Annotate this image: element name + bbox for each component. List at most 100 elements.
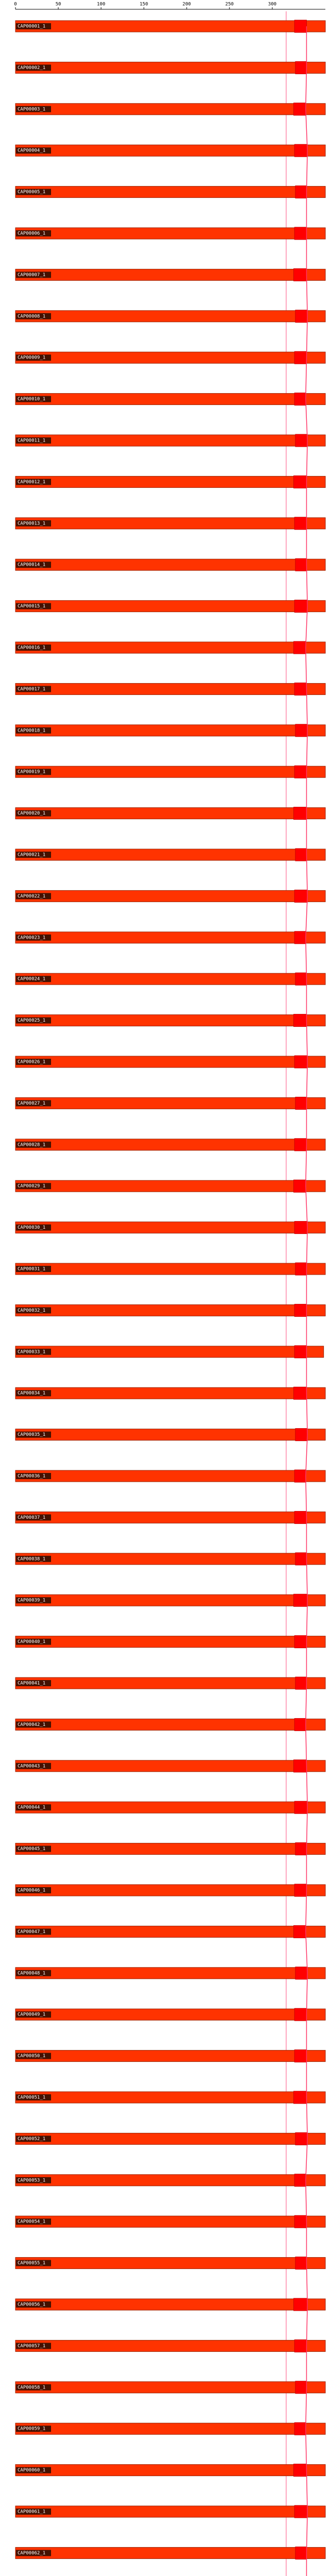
sequence-bar xyxy=(15,1346,324,1358)
sequence-label: CAP00006_1 xyxy=(18,231,45,236)
domain-box xyxy=(293,1179,306,1193)
sequence-label: CAP00011_1 xyxy=(18,438,45,444)
sequence-label: CAP00039_1 xyxy=(18,1598,45,1603)
sequence-bar xyxy=(15,1222,326,1234)
sequence-label: CAP00050_1 xyxy=(18,2054,45,2059)
domain-box xyxy=(293,1925,306,1938)
label-box xyxy=(16,1100,51,1107)
sequence-bar xyxy=(15,1429,326,1441)
sequence-label: CAP00038_1 xyxy=(18,1556,45,1562)
label-box xyxy=(16,645,51,651)
sequence-label: CAP00058_1 xyxy=(18,2385,45,2390)
label-box xyxy=(16,2260,51,2266)
domain-box xyxy=(294,682,307,696)
label-box xyxy=(16,2426,51,2432)
sequence-bar xyxy=(15,766,326,778)
domain-box xyxy=(294,1303,307,1317)
label-box xyxy=(16,1059,51,1065)
label-box xyxy=(16,1970,51,1976)
sequence-bar xyxy=(15,227,326,240)
domain-box xyxy=(295,1552,307,1566)
label-box xyxy=(16,603,51,609)
domain-box xyxy=(295,1967,308,1980)
label-box xyxy=(16,2384,51,2391)
domain-box xyxy=(293,103,306,116)
domain-box xyxy=(293,807,307,820)
domain-box xyxy=(295,434,308,447)
label-box xyxy=(16,1390,51,1397)
label-box xyxy=(16,810,51,817)
domain-box xyxy=(294,2215,307,2228)
label-box xyxy=(16,1473,51,1479)
label-box xyxy=(16,769,51,775)
sequence-bar xyxy=(15,1139,326,1151)
sequence-label: CAP00059_1 xyxy=(18,2427,45,2432)
sequence-label: CAP00007_1 xyxy=(18,273,45,278)
label-box xyxy=(16,1804,51,1811)
ruler-label: 250 xyxy=(225,2,234,7)
sequence-label: CAP00035_1 xyxy=(18,1432,45,1437)
sequence-bar xyxy=(15,2257,326,2269)
sequence-bar xyxy=(15,1677,326,1689)
sequence-bar xyxy=(15,2091,326,2104)
domain-link xyxy=(305,26,308,2576)
sequence-bar xyxy=(15,600,326,613)
label-box xyxy=(16,686,51,692)
sequence-label: CAP00042_1 xyxy=(18,1722,45,1727)
label-box xyxy=(16,1721,51,1728)
sequence-label: CAP00013_1 xyxy=(18,521,45,526)
label-box xyxy=(16,1266,51,1272)
sequence-label: CAP00021_1 xyxy=(18,853,45,858)
ruler-label: 0 xyxy=(14,2,16,7)
sequence-label: CAP00018_1 xyxy=(18,728,45,733)
sequence-bar xyxy=(15,2505,326,2518)
ruler-label: 200 xyxy=(183,2,191,7)
sequence-label: CAP00025_1 xyxy=(18,1018,45,1023)
sequence-label: CAP00036_1 xyxy=(18,1474,45,1479)
domain-box xyxy=(294,2339,307,2352)
label-box xyxy=(16,1431,51,1438)
sequence-label: CAP00014_1 xyxy=(18,563,45,568)
sequence-label: CAP00012_1 xyxy=(18,480,45,485)
sequence-label: CAP00023_1 xyxy=(18,935,45,940)
label-box xyxy=(16,934,51,941)
label-box xyxy=(16,189,51,195)
domain-box xyxy=(294,1055,308,1069)
sequence-label: CAP00031_1 xyxy=(18,1267,45,1272)
domain-box xyxy=(294,2422,306,2435)
sequence-bar xyxy=(15,2174,326,2187)
domain-box xyxy=(294,1345,307,1359)
sequence-bar xyxy=(15,20,326,32)
label-box xyxy=(16,1307,51,1314)
label-box xyxy=(16,106,51,112)
sequence-label: CAP00024_1 xyxy=(18,977,45,982)
label-box xyxy=(16,396,51,402)
sequence-bar xyxy=(15,1760,326,1772)
domain-box xyxy=(293,475,307,488)
sequence-label: CAP00061_1 xyxy=(18,2510,45,2515)
sequence-bar xyxy=(15,1884,326,1896)
sequence-bar xyxy=(15,1594,326,1606)
sequence-label: CAP00002_1 xyxy=(18,65,45,71)
sequence-label: CAP00056_1 xyxy=(18,2302,45,2308)
sequence-bar xyxy=(15,2132,326,2145)
label-box xyxy=(16,1638,51,1645)
sequence-label: CAP00034_1 xyxy=(18,1391,45,1396)
domain-box xyxy=(295,310,308,323)
sequence-label: CAP00055_1 xyxy=(18,2261,45,2266)
domain-box xyxy=(293,268,307,281)
domain-box xyxy=(295,972,307,986)
label-box xyxy=(16,1224,51,1231)
sequence-bar xyxy=(15,641,326,654)
label-box xyxy=(16,893,51,900)
sequence-bar xyxy=(15,310,326,323)
domain-box xyxy=(293,2298,308,2311)
sequence-bar xyxy=(15,1056,326,1068)
sequence-bar xyxy=(15,1180,326,1192)
label-box xyxy=(16,479,51,485)
sequence-bar xyxy=(15,2381,326,2394)
sequence-bar xyxy=(15,683,326,695)
label-box xyxy=(16,2053,51,2059)
label-box xyxy=(16,230,51,236)
